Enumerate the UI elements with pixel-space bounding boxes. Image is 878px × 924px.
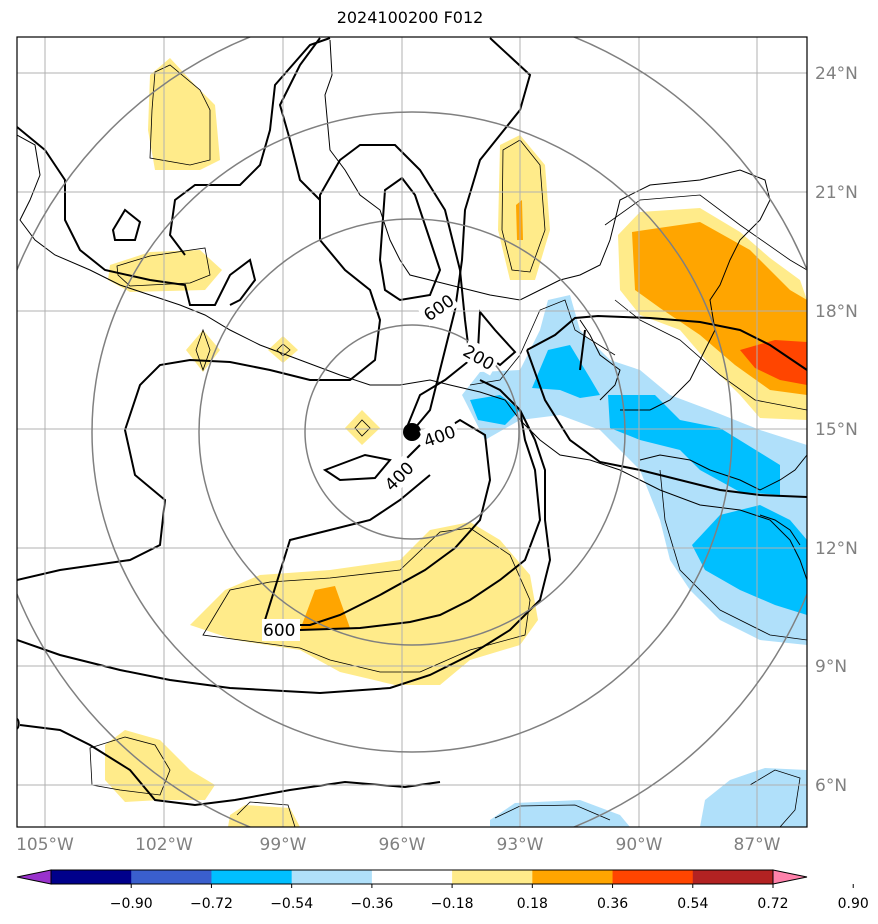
- lat-label-21n: 21°N: [815, 183, 858, 203]
- colorbar-cell: [131, 870, 212, 884]
- colorbar-cell: [211, 870, 293, 884]
- lat-label-24n: 24°N: [815, 64, 858, 84]
- colorbar-cell: [612, 870, 694, 884]
- lat-label-18n: 18°N: [815, 302, 858, 322]
- colorbar-cell: [692, 870, 774, 884]
- colorbar-extend-min: [17, 870, 51, 884]
- map-frame: [16, 36, 808, 828]
- lon-label-90w: 90°W: [616, 835, 663, 855]
- negative-shading: [462, 295, 807, 827]
- coastlines: [17, 39, 807, 581]
- colorbar-tick-label: 0.36: [597, 896, 628, 912]
- colorbar-tick-label: 0.54: [677, 896, 708, 912]
- colorbar-cell: [532, 870, 614, 884]
- colorbar-ticks: −0.90 −0.72 −0.54 −0.36 −0.18 0.18 0.36 0.54 0.7…: [110, 884, 869, 912]
- map-title: 2024100200 F012: [336, 8, 484, 27]
- colorbar-tick-label: −0.54: [270, 896, 313, 912]
- colorbar-tick-label: −0.90: [110, 896, 153, 912]
- lon-label-99w: 99°W: [260, 835, 307, 855]
- colorbar-tick-label: 0.72: [757, 896, 788, 912]
- colorbar-tick-label: −0.18: [431, 896, 474, 912]
- lon-label-102w: 102°W: [135, 835, 193, 855]
- colorbar-tick-label: −0.36: [350, 896, 393, 912]
- colorbar-cell: [371, 870, 453, 884]
- lon-label-87w: 87°W: [734, 835, 781, 855]
- colorbar-tick-label: 0.90: [838, 896, 869, 912]
- colorbar-tick-label: 0.18: [517, 896, 548, 912]
- colorbar-cell: [291, 870, 373, 884]
- colorbar-extend-max: [773, 870, 807, 884]
- lon-label-105w: 105°W: [16, 835, 74, 855]
- lat-label-6n: 6°N: [815, 776, 847, 796]
- lon-label-93w: 93°W: [497, 835, 544, 855]
- storm-center-marker: [403, 423, 421, 441]
- colorbar-tick-label: −0.72: [190, 896, 233, 912]
- colorbar: −0.90 −0.72 −0.54 −0.36 −0.18 0.18 0.36 0.54 0.7…: [16, 869, 869, 912]
- latitude-labels: 24°N 21°N 18°N 15°N 12°N 9°N 6°N: [815, 64, 858, 796]
- lat-label-15n: 15°N: [815, 420, 858, 440]
- contour-label-600-lower: 600: [263, 621, 295, 641]
- colorbar-cell: [452, 870, 533, 884]
- thin-contours: [89, 64, 807, 827]
- contour-label-400-right: 400: [421, 422, 458, 452]
- colorbar-cells: [17, 870, 807, 884]
- distance-rings: [17, 37, 807, 827]
- colorbar-cell: [51, 870, 132, 884]
- lon-label-96w: 96°W: [379, 835, 426, 855]
- colorbar-frame: [50, 869, 774, 885]
- longitude-labels: 105°W 102°W 99°W 96°W 93°W 90°W 87°W: [16, 835, 781, 855]
- lat-label-9n: 9°N: [815, 657, 847, 677]
- lat-label-12n: 12°N: [815, 539, 858, 559]
- map-field: [17, 37, 807, 827]
- contour-label-edge: 0: [10, 715, 21, 735]
